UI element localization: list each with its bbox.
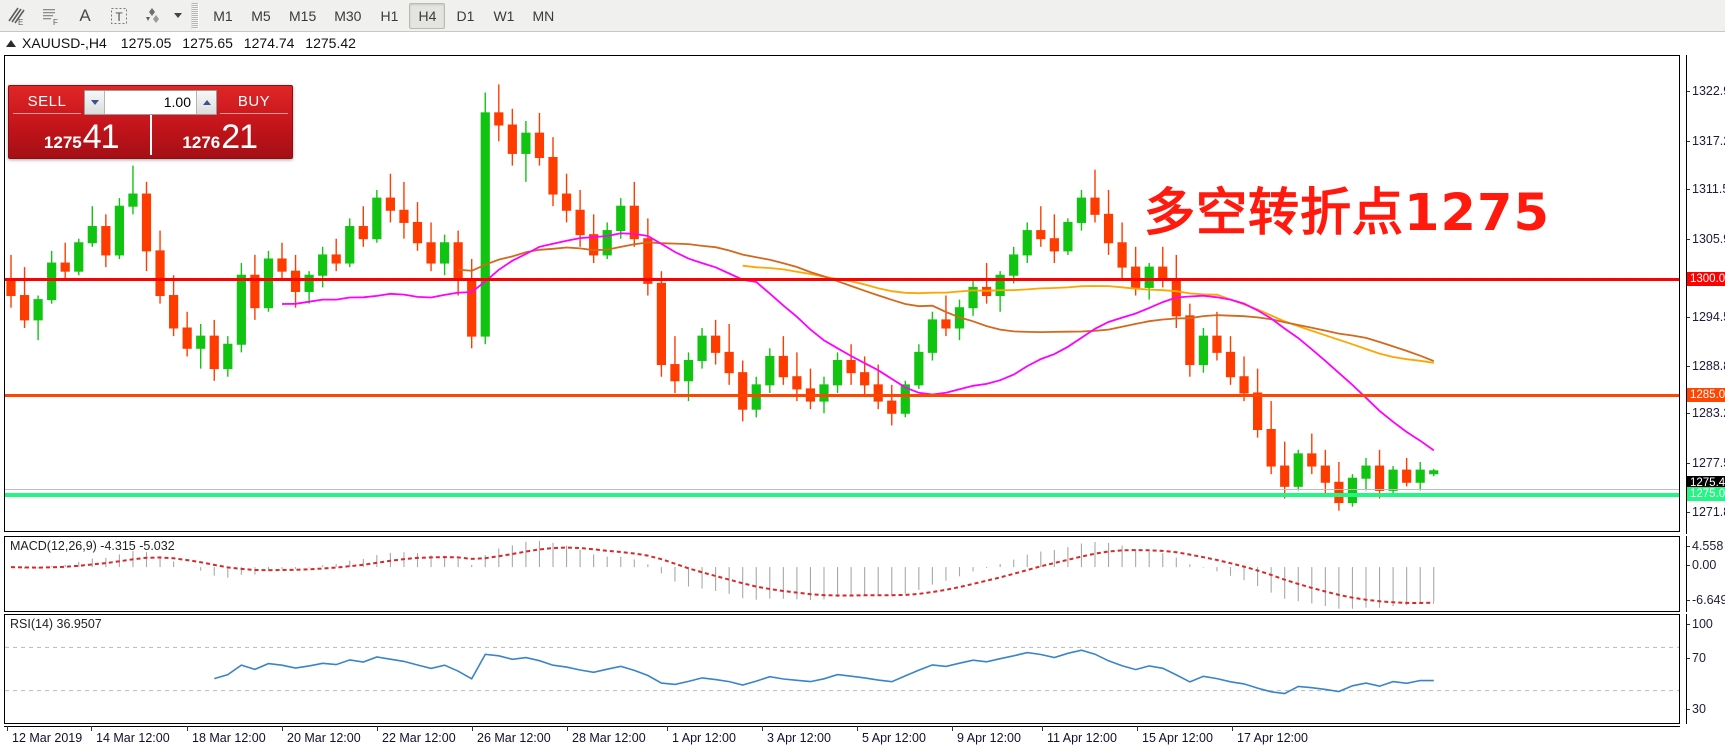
text-tool-icon[interactable]: A [79,5,91,25]
trade-panel-prices: 1275 41 1276 21 [9,115,292,158]
time-axis-label: 18 Mar 12:00 [187,726,266,745]
price-axis-tick: 1275.42 [1686,476,1725,490]
macd-svg [10,540,1435,609]
price-axis-tick: 1285.00 [1686,388,1725,402]
timeframe-button-m5[interactable]: M5 [251,7,271,24]
one-click-trading-panel[interactable]: SELL 1.00 BUY 1275 41 1276 21 [8,85,293,159]
price-axis-tick: 1277.50 [1686,456,1725,470]
macd-subwindow[interactable]: MACD(12,26,9) -4.315 -5.032 [4,536,1680,612]
timeframe-button-m1[interactable]: M1 [213,7,233,24]
time-axis-label: 12 Mar 2019 [6,726,83,745]
chart-symbol-label: XAUUSD-,H4 [22,35,107,51]
time-axis-label: 17 Apr 12:00 [1232,726,1308,745]
rsi-svg [5,646,1679,695]
timeframe-group: M1 M5 M15 M30 H1 H4 D1 W1 MN [204,2,563,29]
time-axis-label: 1 Apr 12:00 [667,726,736,745]
collapse-triangle-icon[interactable] [6,39,16,47]
price-axis-tick: 1294.50 [1686,310,1725,324]
time-axis-label: 9 Apr 12:00 [952,726,1021,745]
svg-text:T: T [115,10,123,24]
level-line-support-1285[interactable] [5,394,1679,397]
price-axis[interactable]: 1322.90 1317.20 1311.50 1305.90 1300.00 1294.… [1686,55,1725,534]
timeframe-button-m15[interactable]: M15 [289,7,317,24]
macd-axis-separator [1686,536,1687,612]
timeframe-button-d1[interactable]: D1 [456,7,475,24]
sell-price-big: 1275 [43,133,82,152]
ohlc-open: 1275.05 [120,35,172,51]
price-axis-tick: 1300.00 [1686,272,1725,286]
volume-decrease-button[interactable] [85,90,105,114]
macd-axis-tick: -6.649 [1686,593,1725,607]
price-axis-tick: 1271.80 [1686,505,1725,519]
svg-text:F: F [53,18,58,27]
time-axis-label: 15 Apr 12:00 [1137,726,1213,745]
main-toolbar: E F A T [0,0,1725,32]
volume-field[interactable]: 1.00 [84,89,217,115]
ohlc-close: 1275.42 [305,35,356,51]
time-axis-label: 26 Mar 12:00 [472,726,551,745]
price-axis-separator [1686,55,1687,534]
text-label-icon[interactable]: T [102,1,136,31]
macd-axis: 4.558 0.00 -6.649 [1686,536,1725,612]
toolbar-separator [191,2,199,29]
buy-price-small: 21 [221,118,258,157]
chart-ohlc: 1275.05 1275.65 1274.74 1275.42 [121,35,363,51]
rsi-axis-tick: 30 [1686,702,1706,716]
price-axis-tick: 1322.90 [1686,84,1725,98]
current-bid-line [5,489,1679,490]
timeframe-button-h1[interactable]: H1 [380,7,399,24]
rsi-axis-separator [1686,614,1687,724]
price-axis-tick: 1283.20 [1686,406,1725,420]
chart-title-bar: XAUUSD-,H4 1275.05 1275.65 1274.74 1275.… [0,33,1680,53]
objects-icon[interactable] [136,1,170,31]
trade-panel-top-row: SELL 1.00 BUY [9,86,292,115]
rsi-axis: 100 70 30 [1686,614,1725,724]
ohlc-low: 1274.74 [243,35,295,51]
rsi-axis-tick: 100 [1686,617,1713,631]
indicators-icon[interactable]: F [34,1,68,31]
price-candles-svg [6,84,1439,511]
timeframe-button-mn[interactable]: MN [532,7,555,24]
svg-text:E: E [18,18,23,27]
level-line-pivot-1275[interactable] [5,493,1679,497]
ohlc-high: 1275.65 [182,35,233,51]
price-axis-tick: 1317.20 [1686,134,1725,148]
level-line-resistance-1300[interactable] [5,278,1679,281]
time-axis-label: 3 Apr 12:00 [762,726,831,745]
timeframe-button-w1[interactable]: W1 [493,7,515,24]
macd-axis-tick: 0.00 [1686,558,1716,572]
volume-increase-button[interactable] [196,90,216,114]
buy-price[interactable]: 1276 21 [149,115,289,157]
chart-window: XAUUSD-,H4 1275.05 1275.65 1274.74 1275.… [0,33,1725,754]
time-axis-label: 22 Mar 12:00 [377,726,456,745]
expert-advisor-icon[interactable]: E [0,1,34,31]
volume-value[interactable]: 1.00 [163,93,191,110]
time-axis-label: 11 Apr 12:00 [1042,726,1117,745]
chart-annotation-text: 多空转折点1275 [1144,184,1550,243]
macd-axis-tick: 4.558 [1686,539,1723,553]
sell-price[interactable]: 1275 41 [13,115,150,155]
price-axis-tick: 1305.90 [1686,232,1725,246]
rsi-subwindow[interactable]: RSI(14) 36.9507 [4,614,1680,724]
buy-button-label[interactable]: BUY [220,90,288,114]
rsi-label: RSI(14) 36.9507 [10,617,102,631]
buy-price-big: 1276 [182,133,221,152]
price-axis-tick: 1311.50 [1686,182,1725,196]
rsi-axis-tick: 70 [1686,651,1706,665]
time-axis-label: 20 Mar 12:00 [282,726,361,745]
price-axis-tick: 1288.80 [1686,359,1725,373]
macd-label: MACD(12,26,9) -4.315 -5.032 [10,539,175,553]
time-axis-label: 28 Mar 12:00 [567,726,646,745]
sell-button-label[interactable]: SELL [13,90,81,114]
sell-price-small: 41 [82,118,120,157]
price-axis-tick: 1275.00 [1686,487,1725,501]
time-axis-label: 5 Apr 12:00 [857,726,926,745]
timeframe-button-m30[interactable]: M30 [334,7,362,24]
timeframe-button-h4[interactable]: H4 [409,2,446,29]
objects-dropdown-caret[interactable] [170,1,186,31]
time-axis-label: 14 Mar 12:00 [91,726,170,745]
time-axis[interactable]: 12 Mar 2019 14 Mar 12:00 18 Mar 12:00 20 Ma… [4,726,1680,752]
